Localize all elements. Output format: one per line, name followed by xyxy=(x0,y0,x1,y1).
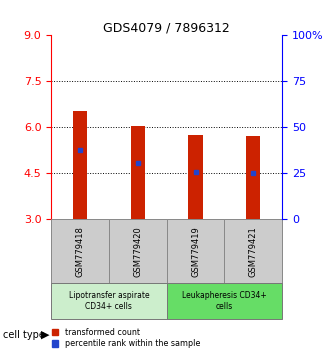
Text: Leukapheresis CD34+
cells: Leukapheresis CD34+ cells xyxy=(182,291,267,310)
FancyBboxPatch shape xyxy=(167,219,224,283)
FancyBboxPatch shape xyxy=(167,283,282,319)
Text: GSM779419: GSM779419 xyxy=(191,226,200,277)
Text: ▶: ▶ xyxy=(41,330,50,339)
FancyBboxPatch shape xyxy=(51,219,109,283)
FancyBboxPatch shape xyxy=(224,219,282,283)
FancyBboxPatch shape xyxy=(51,283,167,319)
Text: cell type: cell type xyxy=(3,330,45,339)
Bar xyxy=(246,136,260,219)
Text: GSM779420: GSM779420 xyxy=(133,226,142,277)
Bar xyxy=(73,110,87,219)
Bar xyxy=(188,135,203,219)
Text: Lipotransfer aspirate
CD34+ cells: Lipotransfer aspirate CD34+ cells xyxy=(69,291,149,310)
Text: GSM779418: GSM779418 xyxy=(76,226,84,277)
Legend: transformed count, percentile rank within the sample: transformed count, percentile rank withi… xyxy=(50,326,202,350)
FancyBboxPatch shape xyxy=(109,219,167,283)
Title: GDS4079 / 7896312: GDS4079 / 7896312 xyxy=(103,21,230,34)
Bar xyxy=(131,126,145,219)
Text: GSM779421: GSM779421 xyxy=(249,226,258,277)
